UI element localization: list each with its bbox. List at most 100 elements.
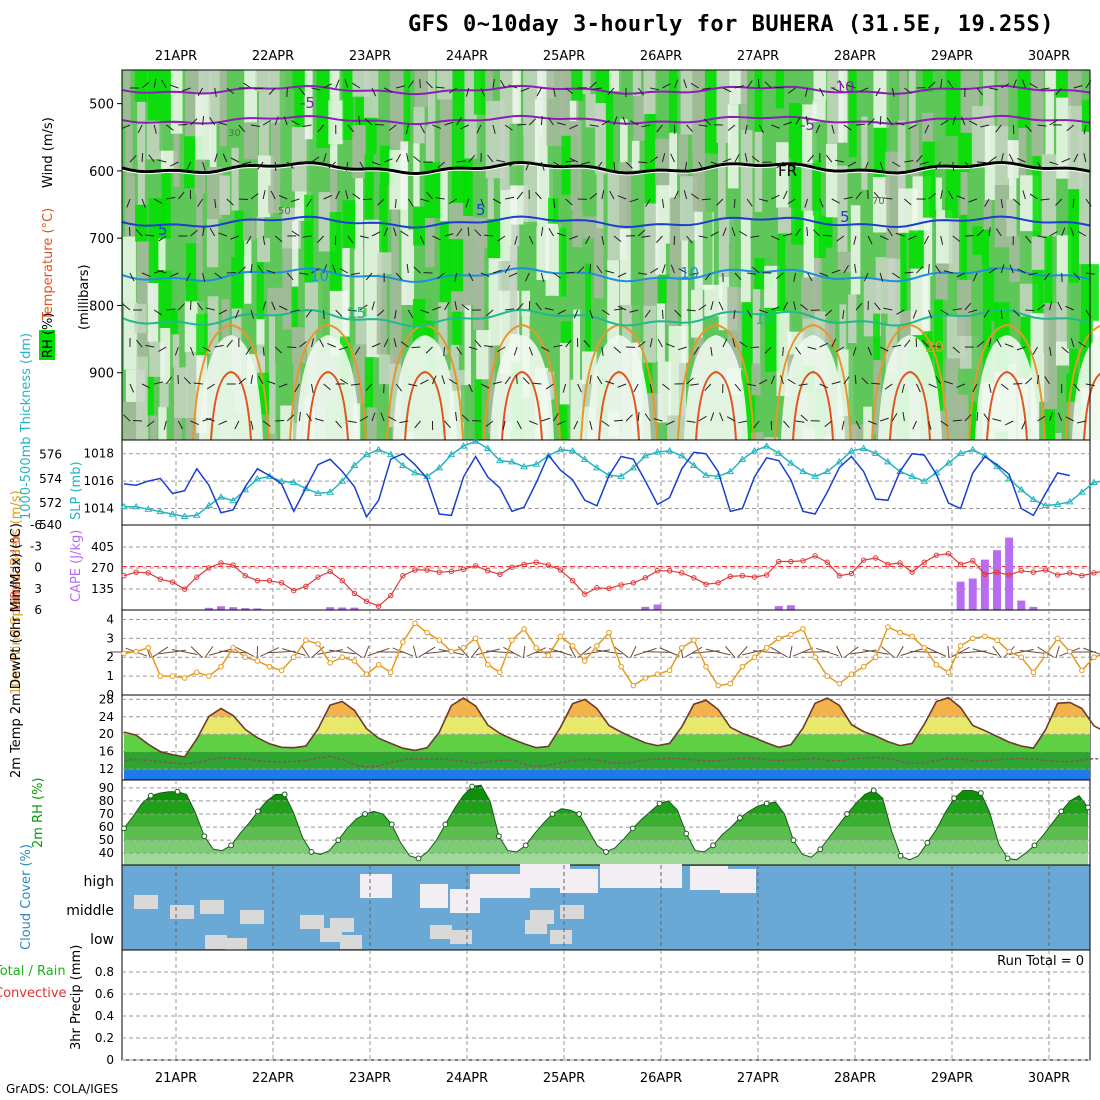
li-marker (266, 577, 273, 584)
rh-shade (897, 120, 906, 189)
wind-barb (835, 346, 845, 353)
wind-barb (686, 309, 696, 312)
wind-barb (166, 196, 176, 200)
rh-shade (146, 120, 164, 160)
li-marker (970, 558, 976, 564)
thickness-marker (774, 449, 783, 456)
wind-barb (508, 84, 518, 89)
wind-barb (426, 191, 433, 200)
wind-barb (226, 198, 234, 206)
wind-barb (782, 190, 788, 200)
rh-marker (790, 837, 797, 844)
rh-shade (158, 407, 167, 440)
dry-lobe (878, 335, 942, 440)
wind-barb (266, 270, 276, 274)
wind-barb (746, 383, 757, 387)
rh-shade (666, 276, 678, 326)
rh-shade (403, 70, 411, 142)
wind-barb (956, 383, 966, 388)
rh-shade (631, 170, 648, 255)
wind-barb (988, 338, 992, 348)
wind-marker (1054, 635, 1061, 642)
rh-shade (158, 238, 166, 271)
li-marker (679, 570, 685, 576)
rh-shade (195, 433, 203, 440)
thickness-marker (435, 463, 444, 471)
wind-barb (843, 376, 850, 385)
wind-barb (166, 124, 174, 131)
wind-barb (683, 190, 688, 200)
y-tick-label: 700 (89, 232, 114, 247)
wind-barb (891, 413, 898, 422)
rh-shade (958, 394, 969, 440)
li-marker (582, 591, 588, 597)
wind-barb (1019, 649, 1047, 655)
rh-shade (416, 245, 427, 299)
wind-barb (589, 81, 597, 89)
thickness-marker (204, 501, 213, 509)
y-tick-label: 500 (89, 98, 114, 113)
wind-marker (230, 644, 236, 651)
wind-marker (788, 631, 794, 638)
wind-barb (323, 194, 333, 200)
ylabel-text: 3hr Precip (mm) (69, 945, 84, 1050)
wind-barb (793, 272, 796, 282)
wind-barb (812, 229, 821, 237)
rh-marker (870, 787, 877, 794)
wind-barb (771, 235, 780, 241)
wind-barb (1016, 157, 1026, 163)
rh-shade (464, 305, 471, 385)
wind-barb (852, 346, 857, 356)
wind-barb (123, 414, 131, 422)
wind-barb (135, 339, 143, 348)
rh-shade (342, 200, 359, 248)
thickness-marker (762, 442, 771, 449)
rh-shade (425, 218, 435, 268)
wind-barb (698, 124, 708, 127)
wind-barb (793, 301, 796, 311)
wind-barb (701, 198, 711, 201)
li-marker (630, 580, 636, 586)
thickness-marker (168, 510, 177, 517)
wind-marker (169, 673, 176, 679)
rh-shade (1067, 214, 1079, 283)
cloud-mid (240, 910, 264, 924)
wind-barb (972, 648, 998, 656)
wind-barb (855, 420, 861, 430)
wind-barb (335, 420, 342, 429)
wind-barb (843, 265, 849, 274)
li-marker (763, 572, 770, 578)
wind-barb (1065, 305, 1075, 311)
rh-marker (1085, 804, 1091, 811)
wind-barb (976, 87, 984, 96)
wind-barb (804, 87, 809, 97)
wind-barb (448, 87, 457, 94)
rh-shade (425, 126, 435, 163)
isotherm-25 (889, 370, 931, 441)
wind-barb (968, 198, 978, 203)
wind-barb (867, 346, 872, 356)
wind-barb (847, 161, 857, 167)
wind-barb (400, 341, 409, 348)
wind-barb (807, 154, 814, 163)
wind-barb (444, 301, 450, 311)
wind-barb (613, 161, 616, 172)
rh-marker (549, 811, 556, 817)
wind-barb (935, 265, 942, 274)
wind-barb (879, 235, 889, 241)
rh-tick-label: 50 (99, 833, 114, 847)
wind-barb (819, 198, 824, 208)
wind-barb (286, 161, 294, 169)
cape-bar (980, 559, 989, 610)
date-label-top: 29APR (931, 49, 973, 64)
rh-shade (231, 256, 244, 309)
wind-barb (275, 419, 285, 422)
rh-shade (125, 124, 133, 176)
cloud-high (560, 869, 598, 893)
wind-barb (420, 309, 430, 314)
li-marker (1018, 568, 1024, 574)
wind-barb (154, 269, 163, 274)
rh-shade (474, 379, 482, 440)
wind-barb (783, 233, 793, 237)
wind-barb (171, 648, 198, 656)
